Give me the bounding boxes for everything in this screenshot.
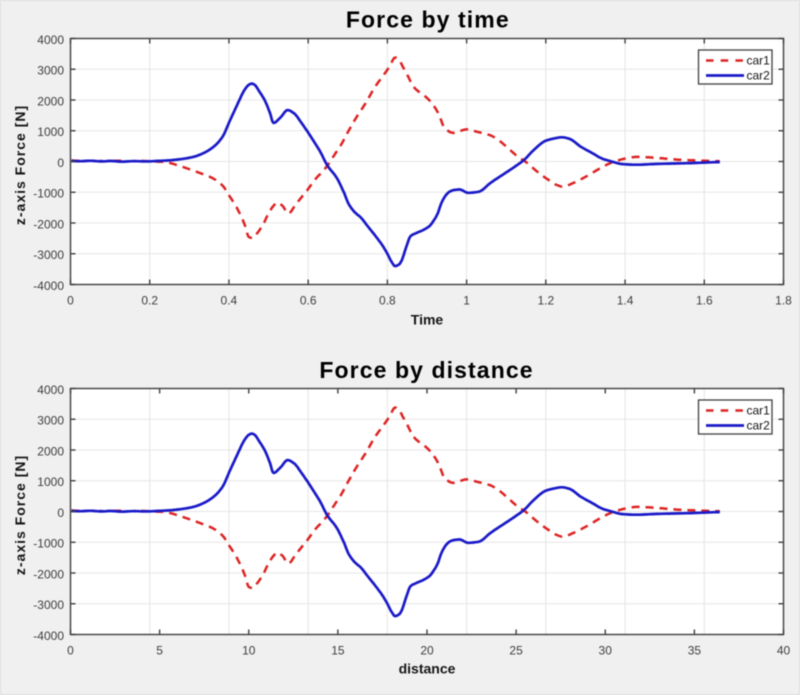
- svg-text:-1000: -1000: [33, 187, 64, 201]
- svg-text:0.2: 0.2: [141, 294, 158, 308]
- svg-text:2000: 2000: [37, 94, 64, 108]
- svg-text:40: 40: [777, 643, 791, 657]
- svg-text:-3000: -3000: [33, 248, 64, 262]
- svg-text:-1000: -1000: [33, 537, 64, 551]
- svg-text:1.8: 1.8: [775, 294, 792, 308]
- svg-text:1.4: 1.4: [617, 294, 634, 308]
- svg-text:car2: car2: [747, 69, 771, 83]
- svg-text:-2000: -2000: [33, 217, 64, 231]
- svg-text:z-axis Force [N]: z-axis Force [N]: [12, 455, 28, 575]
- svg-text:3000: 3000: [37, 64, 64, 78]
- svg-text:0.8: 0.8: [379, 294, 396, 308]
- svg-text:5: 5: [156, 643, 163, 657]
- svg-text:1.2: 1.2: [537, 294, 554, 308]
- svg-text:-4000: -4000: [33, 279, 64, 293]
- svg-text:0.4: 0.4: [221, 294, 238, 308]
- svg-text:1: 1: [463, 294, 470, 308]
- svg-text:15: 15: [331, 643, 345, 657]
- svg-text:car1: car1: [747, 404, 771, 418]
- svg-text:1000: 1000: [37, 125, 64, 139]
- svg-text:-3000: -3000: [33, 598, 64, 612]
- svg-text:4000: 4000: [37, 383, 64, 397]
- svg-text:25: 25: [509, 643, 523, 657]
- svg-text:0: 0: [67, 643, 74, 657]
- svg-text:Time: Time: [411, 312, 444, 328]
- svg-text:z-axis Force [N]: z-axis Force [N]: [12, 105, 28, 225]
- svg-text:35: 35: [688, 643, 702, 657]
- svg-text:1000: 1000: [37, 475, 64, 489]
- svg-text:0: 0: [67, 294, 74, 308]
- svg-text:-2000: -2000: [33, 567, 64, 581]
- svg-text:10: 10: [242, 643, 256, 657]
- svg-text:2000: 2000: [37, 444, 64, 458]
- svg-text:-4000: -4000: [33, 629, 64, 643]
- svg-text:0.6: 0.6: [300, 294, 317, 308]
- svg-text:3000: 3000: [37, 414, 64, 428]
- svg-text:30: 30: [599, 643, 613, 657]
- svg-text:0: 0: [57, 156, 64, 170]
- svg-text:0: 0: [57, 506, 64, 520]
- svg-text:4000: 4000: [37, 33, 64, 47]
- svg-text:Force by time: Force by time: [346, 6, 510, 32]
- svg-text:20: 20: [420, 643, 434, 657]
- svg-text:Force by distance: Force by distance: [319, 357, 533, 383]
- svg-text:car2: car2: [747, 419, 771, 433]
- svg-text:distance: distance: [399, 661, 456, 677]
- svg-text:car1: car1: [747, 54, 771, 68]
- svg-text:1.6: 1.6: [696, 294, 713, 308]
